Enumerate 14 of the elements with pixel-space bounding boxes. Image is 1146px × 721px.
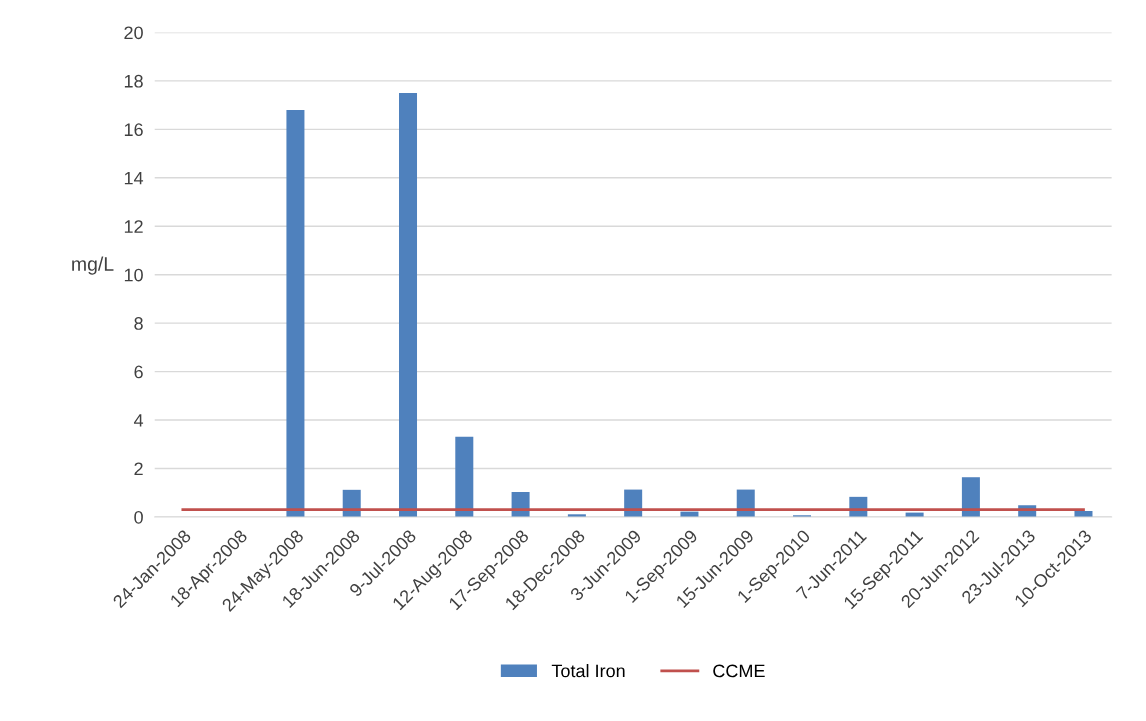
- y-tick-label: 6: [134, 365, 143, 379]
- y-tick-label: 10: [124, 268, 143, 282]
- y-tick-label: 4: [133, 414, 144, 427]
- legend-label: CCME: [713, 664, 765, 678]
- y-tick-label: 16: [124, 123, 143, 137]
- y-tick-label: 18: [124, 74, 143, 88]
- y-tick-label: 20: [124, 26, 143, 40]
- y-tick-label: 12: [124, 220, 143, 233]
- y-tick-label: 0: [134, 510, 143, 524]
- legend-label: Total Iron: [551, 664, 625, 678]
- y-tick-label: 14: [124, 171, 144, 185]
- y-axis-title: mg/L: [72, 256, 114, 275]
- y-tick-label: 8: [134, 317, 143, 330]
- y-tick-label: 2: [134, 462, 143, 476]
